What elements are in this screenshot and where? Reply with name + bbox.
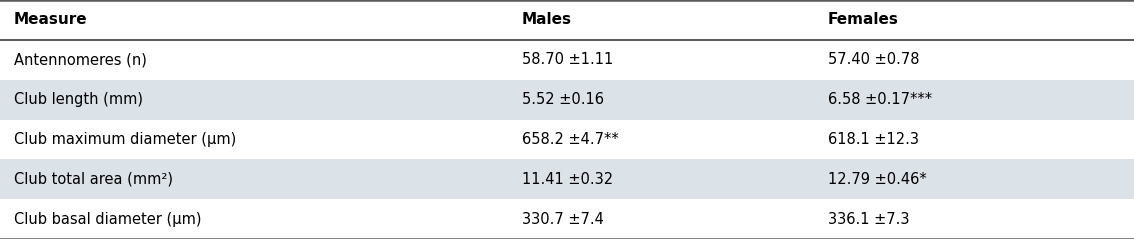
Text: 618.1 ±12.3: 618.1 ±12.3 <box>828 132 919 147</box>
Text: Antennomeres (n): Antennomeres (n) <box>14 52 146 67</box>
Text: 6.58 ±0.17***: 6.58 ±0.17*** <box>828 92 932 107</box>
Bar <box>0 199 1134 239</box>
Bar <box>0 40 1134 80</box>
Bar <box>0 80 1134 120</box>
Text: Club basal diameter (µm): Club basal diameter (µm) <box>14 212 201 227</box>
Text: 57.40 ±0.78: 57.40 ±0.78 <box>828 52 920 67</box>
Bar <box>0 159 1134 199</box>
Text: 658.2 ±4.7**: 658.2 ±4.7** <box>522 132 618 147</box>
Text: 12.79 ±0.46*: 12.79 ±0.46* <box>828 172 926 187</box>
Text: 336.1 ±7.3: 336.1 ±7.3 <box>828 212 909 227</box>
Text: 5.52 ±0.16: 5.52 ±0.16 <box>522 92 603 107</box>
Text: 58.70 ±1.11: 58.70 ±1.11 <box>522 52 612 67</box>
Text: Club maximum diameter (µm): Club maximum diameter (µm) <box>14 132 236 147</box>
Text: Males: Males <box>522 12 572 27</box>
Text: 330.7 ±7.4: 330.7 ±7.4 <box>522 212 603 227</box>
Bar <box>0 120 1134 159</box>
Text: Club total area (mm²): Club total area (mm²) <box>14 172 172 187</box>
Text: Females: Females <box>828 12 898 27</box>
Text: 11.41 ±0.32: 11.41 ±0.32 <box>522 172 612 187</box>
Text: Measure: Measure <box>14 12 87 27</box>
Text: Club length (mm): Club length (mm) <box>14 92 143 107</box>
